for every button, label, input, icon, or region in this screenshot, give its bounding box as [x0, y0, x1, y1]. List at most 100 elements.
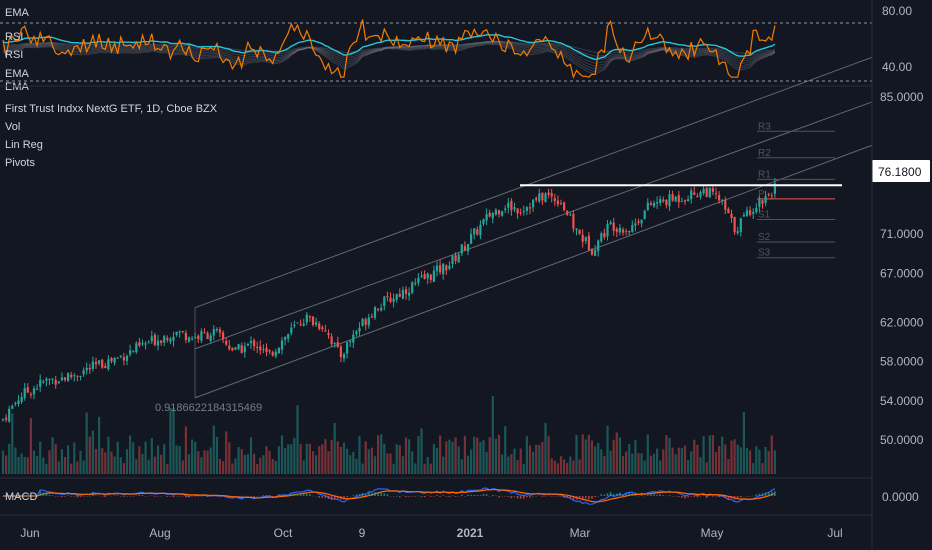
volume-bar: [141, 453, 144, 474]
candle-body: [646, 202, 649, 210]
pivot-label-s3: S3: [758, 248, 771, 259]
candle-body: [54, 380, 57, 385]
candle-body: [519, 212, 522, 214]
candle-body: [197, 335, 200, 340]
macd-hist-bar: [681, 496, 683, 498]
macd-hist-bar: [684, 496, 686, 499]
indicator-linreg: Lin Reg: [5, 139, 43, 151]
macd-hist-bar: [33, 496, 35, 497]
macd-hist-bar: [464, 496, 466, 497]
candle-body: [361, 318, 364, 326]
candle-body: [246, 343, 249, 346]
macd-hist-bar: [219, 496, 221, 497]
macd-hist-bar: [690, 496, 692, 497]
volume-bar: [26, 457, 29, 474]
candle-body: [206, 332, 209, 340]
candle-body: [355, 331, 358, 335]
rsi-label-3: RSI: [5, 49, 23, 61]
macd-hist-bar: [461, 494, 463, 496]
volume-bar: [547, 436, 550, 474]
macd-hist-bar: [727, 496, 730, 500]
candle-body: [70, 374, 73, 377]
volume-bar: [166, 463, 169, 474]
macd-hist-bar: [213, 496, 215, 497]
macd-pane[interactable]: MACD 0.0000: [2, 487, 919, 505]
macd-hist-bar: [538, 495, 541, 497]
candle-body: [656, 202, 659, 204]
candle-body: [479, 224, 482, 236]
volume-bar: [104, 452, 107, 474]
candle-body: [184, 332, 187, 341]
candle-body: [634, 223, 637, 226]
macd-hist-bar: [498, 496, 500, 498]
volume-bar: [752, 463, 755, 474]
volume-bar: [94, 448, 98, 474]
time-axis[interactable]: Jun Aug Oct 9 2021 Mar May Jul: [20, 526, 842, 540]
macd-hist-bar: [650, 494, 652, 496]
candle-body: [336, 342, 339, 347]
candle-body: [296, 322, 299, 324]
candle-body: [187, 337, 191, 342]
volume-bar: [147, 459, 150, 474]
volume-bar: [454, 437, 457, 474]
time-tick: Jul: [827, 526, 842, 540]
candle-body: [29, 394, 32, 396]
volume-bar: [8, 443, 11, 474]
macd-hist-bar: [321, 496, 324, 498]
macd-hist-bar: [309, 493, 311, 496]
candle-body: [166, 338, 169, 341]
macd-hist-bar: [389, 496, 392, 497]
macd-hist-bar: [151, 495, 153, 496]
macd-hist-bar: [98, 495, 100, 497]
macd-hist-bar: [457, 496, 460, 497]
rsi-pane[interactable]: EMA RSI RSI EMA EMA 80.00 40.00: [0, 4, 912, 93]
volume-bar: [194, 441, 197, 474]
price-tick: 67.0000: [880, 266, 924, 280]
volume-bar: [110, 451, 113, 474]
volume-bar: [640, 453, 643, 474]
volume-bar: [336, 441, 339, 474]
volume-bar: [432, 443, 435, 474]
macd-hist-bar: [132, 496, 134, 497]
macd-hist-bar: [640, 495, 643, 496]
candle-body: [594, 250, 597, 256]
volume-bar: [150, 438, 153, 474]
volume-bar: [135, 459, 138, 474]
macd-hist-bar: [92, 494, 94, 496]
volume-bar: [532, 451, 535, 474]
price-pane[interactable]: R3 R2 R1 P S1 S2 S3 First Trust Indxx NextG ET…: [1, 56, 930, 474]
rsi-ema-line: [2, 34, 776, 61]
candle-body: [578, 229, 581, 234]
volume-bar: [408, 439, 411, 474]
macd-hist-bar: [312, 495, 314, 497]
price-axis-ticks: 85.0000 71.0000 67.0000 62.0000 58.0000 54.00…: [880, 90, 924, 447]
volume-bar: [234, 458, 237, 474]
volume-bar: [206, 450, 209, 474]
volume-bar: [578, 459, 581, 474]
macd-hist-bar: [191, 496, 193, 497]
volume-bar: [36, 455, 39, 474]
macd-hist-bar: [315, 495, 317, 497]
candle-body: [274, 351, 277, 357]
volume-bar: [54, 444, 57, 474]
macd-hist-bar: [693, 496, 696, 497]
macd-hist-bar: [774, 491, 776, 496]
volume-bar: [581, 434, 584, 474]
macd-hist-bar: [504, 496, 506, 497]
volume-bar: [445, 441, 448, 474]
candle-body: [745, 210, 749, 217]
macd-hist-bar: [702, 495, 705, 496]
macd-hist-bar: [259, 495, 262, 497]
candle-body: [191, 338, 194, 340]
macd-hist-bar: [411, 496, 413, 497]
candle-body: [432, 270, 435, 282]
volume-bar: [330, 439, 333, 474]
candle-body: [680, 201, 683, 203]
volume-bar: [153, 456, 156, 474]
candle-body: [330, 336, 333, 345]
macd-hist-bar: [771, 491, 773, 496]
candle-body: [147, 342, 150, 344]
macd-hist-bar: [575, 496, 578, 500]
volume-bar: [470, 449, 473, 474]
